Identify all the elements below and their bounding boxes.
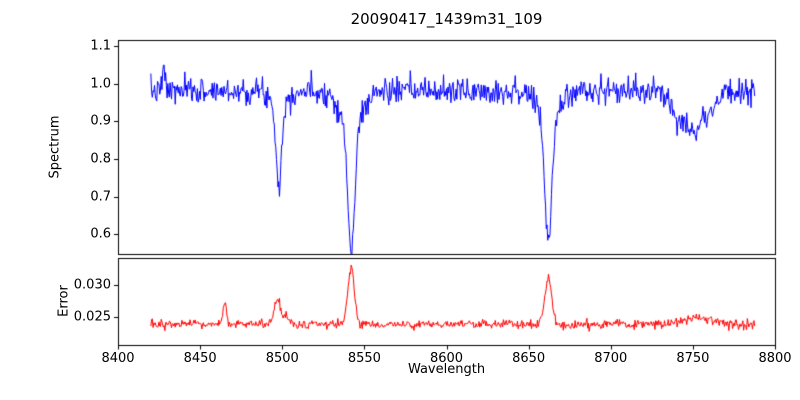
y-axis-label-error: Error xyxy=(56,285,72,317)
y-tick-1.0: 1.0 xyxy=(90,76,111,92)
x-axis-label: Wavelength xyxy=(407,362,486,377)
x-tick-8450: 8450 xyxy=(183,351,217,366)
x-tick-8400: 8400 xyxy=(101,351,135,366)
y-tick-0.6: 0.6 xyxy=(90,226,111,242)
y-tick-0.8: 0.8 xyxy=(90,151,111,167)
x-tick-8500: 8500 xyxy=(265,351,299,366)
x-tick-8550: 8550 xyxy=(347,351,381,366)
x-tick-8800: 8800 xyxy=(758,351,792,366)
y-tick-0.025: 0.025 xyxy=(73,309,111,325)
chart-title: 20090417_1439m31_109 xyxy=(350,10,543,28)
x-tick-8700: 8700 xyxy=(594,351,628,366)
y-tick-1.1: 1.1 xyxy=(90,38,111,54)
y-tick-0.030: 0.030 xyxy=(73,277,111,293)
y-tick-0.7: 0.7 xyxy=(90,189,111,205)
x-tick-8650: 8650 xyxy=(512,351,546,366)
y-axis-label-spectrum: Spectrum xyxy=(47,115,63,179)
x-tick-8750: 8750 xyxy=(676,351,710,366)
y-tick-0.9: 0.9 xyxy=(90,113,111,129)
x-tick-8600: 8600 xyxy=(429,351,464,366)
